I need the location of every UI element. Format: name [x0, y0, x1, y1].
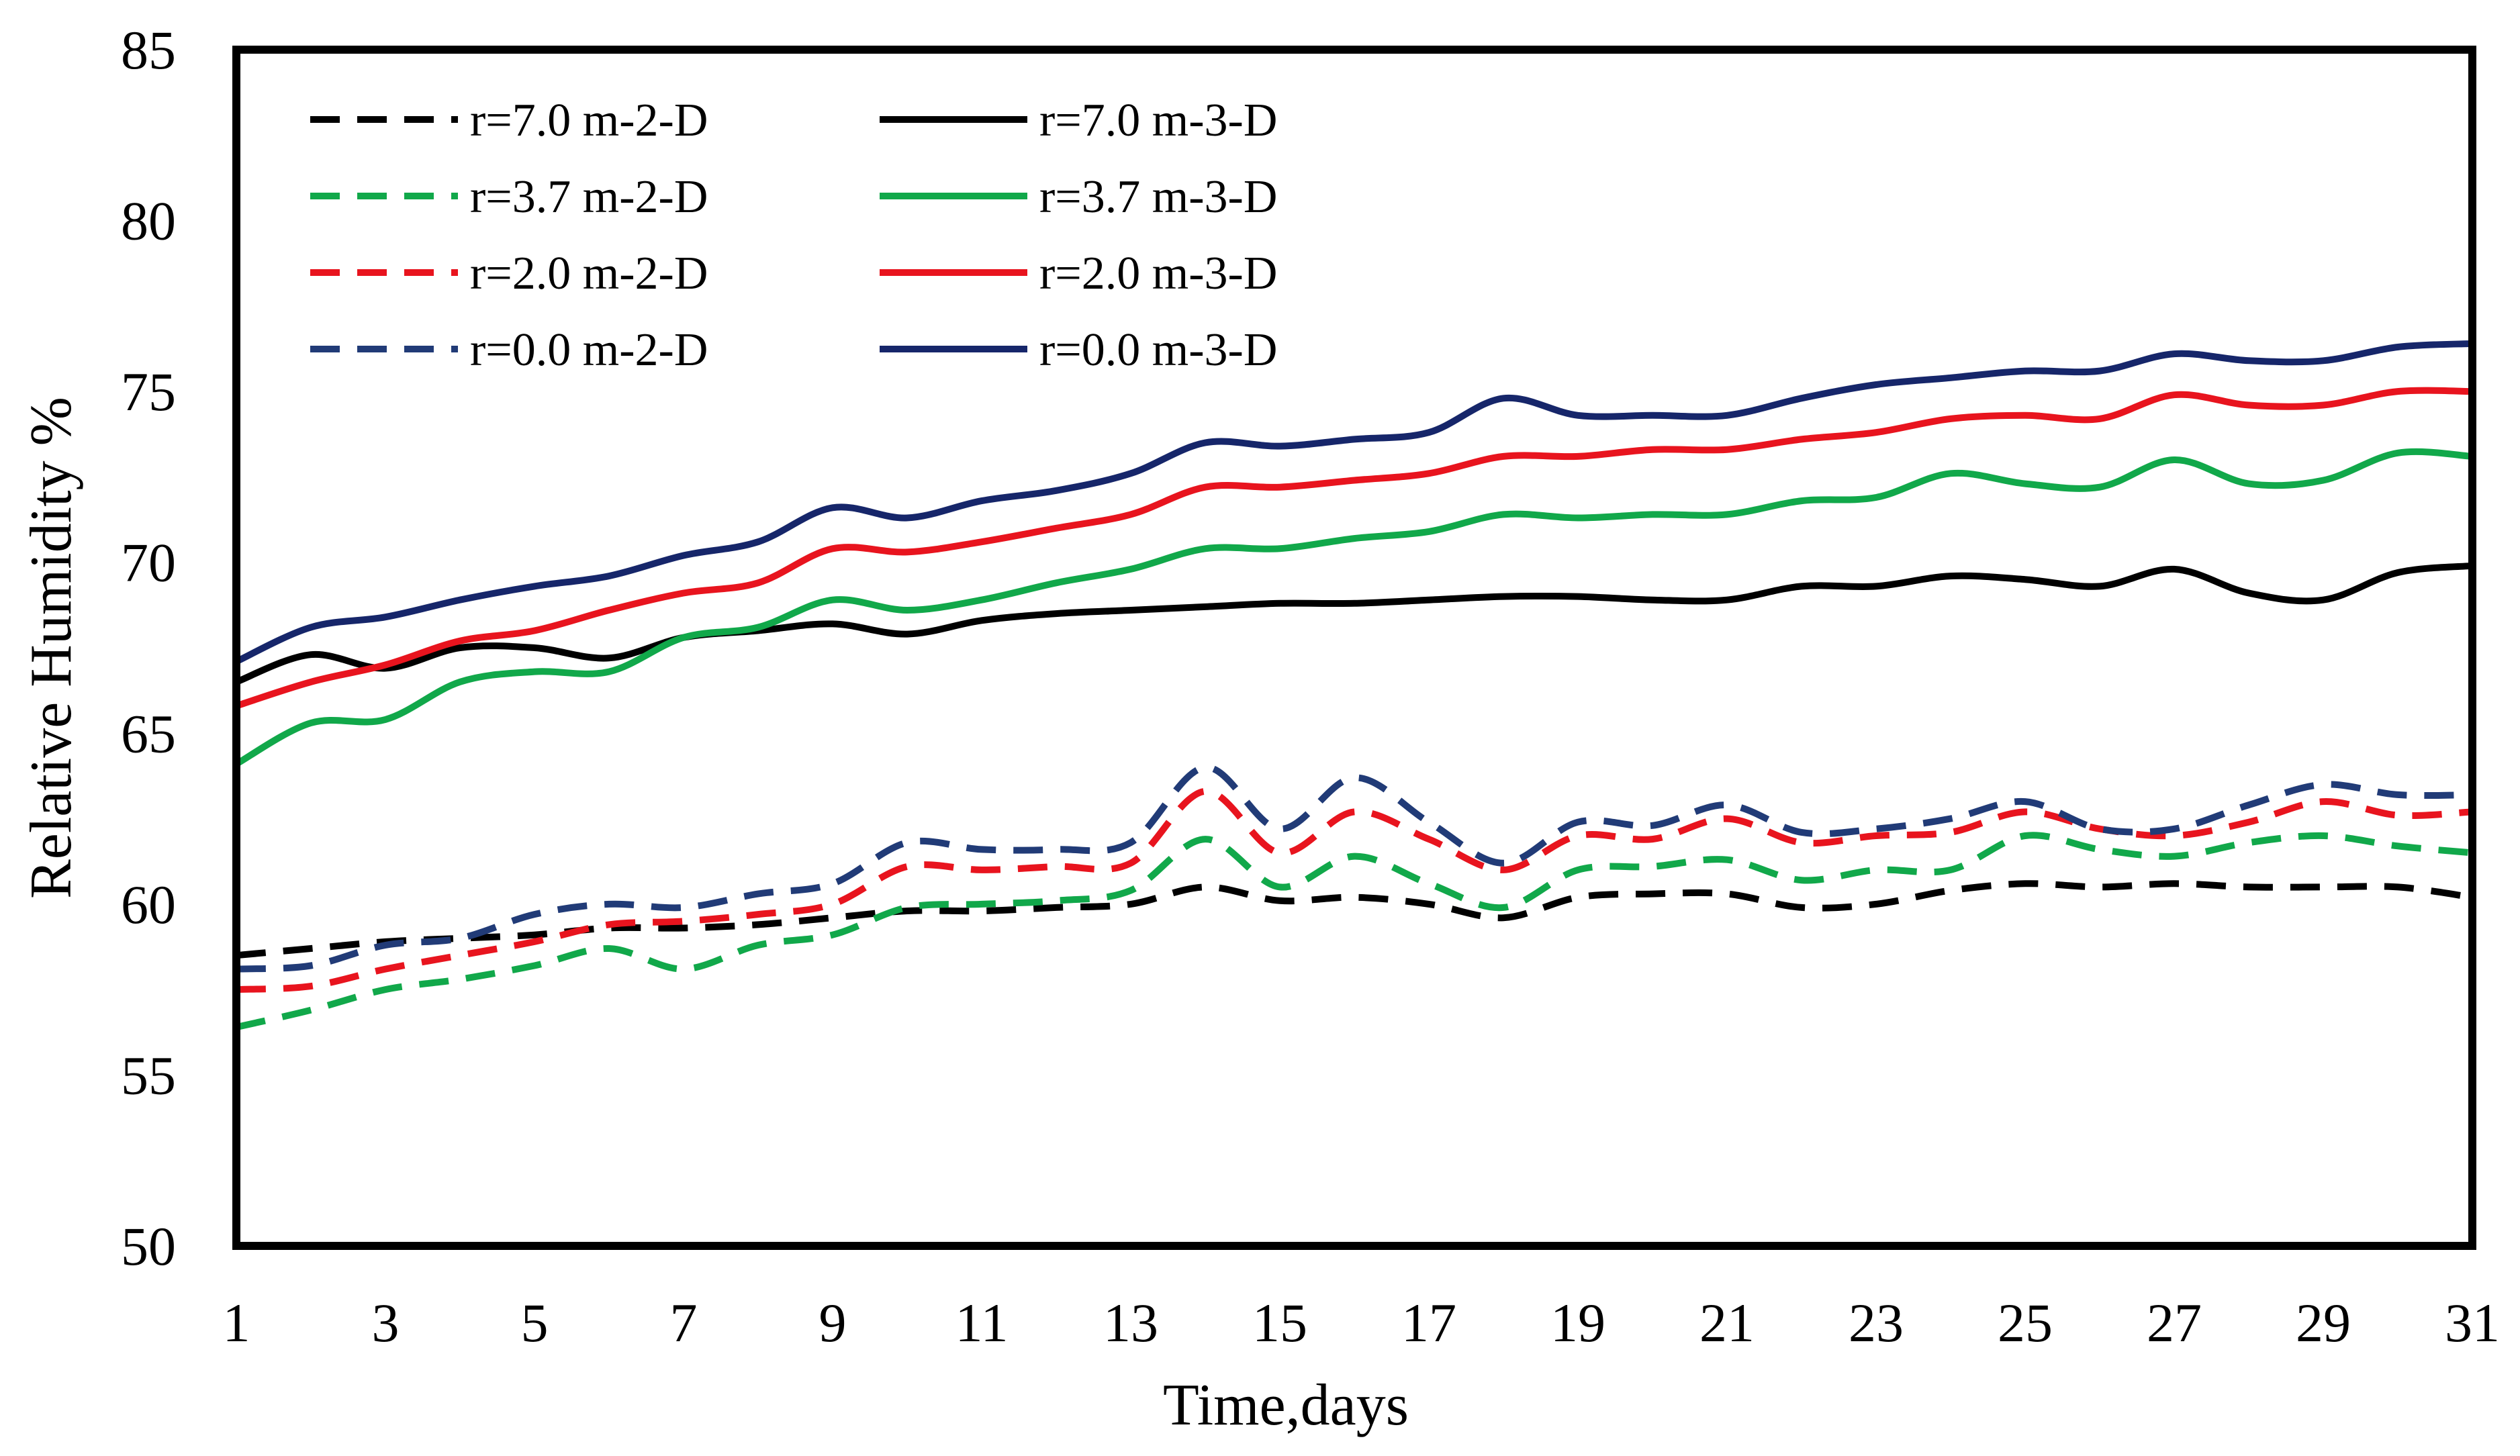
plot-frame: [232, 46, 2476, 1250]
series-line-r-0-0-m-3-d: [233, 340, 2476, 665]
x-tick-label: 1: [223, 1292, 250, 1353]
legend-label: r=0.0 m-3-D: [1039, 324, 1277, 376]
legend-item: r=3.7 m-3-D: [880, 171, 1277, 223]
x-tick-label: 21: [1699, 1292, 1755, 1353]
x-axis-ticks: 1 3 5 7 9 11 13 15 17 19 21 23 25 27 29 31: [223, 1292, 2501, 1353]
legend-label: r=2.0 m-3-D: [1039, 248, 1277, 299]
x-tick-label: 11: [955, 1292, 1009, 1353]
y-axis-ticks: 50 55 60 65 70 75 80 85: [121, 19, 176, 1277]
series-line-r-7-0-m-3-d: [233, 562, 2476, 685]
legend-item: r=0.0 m-3-D: [880, 324, 1277, 376]
legend-label: r=2.0 m-2-D: [470, 248, 708, 299]
y-tick-label: 85: [121, 19, 176, 81]
x-tick-label: 15: [1252, 1292, 1307, 1353]
series-line-r-3-7-m-2-d: [235, 832, 2473, 1030]
x-tick-label: 7: [670, 1292, 698, 1353]
x-tick-label: 3: [372, 1292, 400, 1353]
x-tick-label: 13: [1103, 1292, 1158, 1353]
x-tick-label: 23: [1849, 1292, 1904, 1353]
legend-item: r=2.0 m-3-D: [880, 248, 1277, 299]
y-tick-label: 60: [121, 874, 176, 935]
x-axis-title: Time,days: [1163, 1373, 1409, 1438]
legend-item: r=2.0 m-2-D: [310, 248, 708, 299]
x-tick-label: 29: [2296, 1292, 2351, 1353]
y-axis-title: Relative Humidity %: [19, 397, 84, 899]
legend-label: r=0.0 m-2-D: [470, 324, 708, 376]
legend: r=7.0 m-2-D r=3.7 m-2-D r=2.0 m-2-D r=0.0 m…: [310, 95, 1277, 376]
legend-item: r=0.0 m-2-D: [310, 324, 708, 376]
y-tick-label: 80: [121, 191, 176, 252]
y-tick-label: 55: [121, 1045, 176, 1106]
x-tick-label: 31: [2445, 1292, 2500, 1353]
x-tick-label: 25: [1998, 1292, 2053, 1353]
series-line-r-2-0-m-3-d: [233, 387, 2476, 710]
y-tick-label: 50: [121, 1216, 176, 1277]
x-tick-label: 17: [1401, 1292, 1456, 1353]
legend-label: r=7.0 m-3-D: [1039, 95, 1277, 146]
legend-label: r=3.7 m-3-D: [1039, 171, 1277, 223]
legend-item: r=7.0 m-2-D: [310, 95, 708, 146]
series-line-r-2-0-m-2-d: [236, 787, 2473, 993]
legend-label: r=7.0 m-2-D: [470, 95, 708, 146]
x-tick-label: 5: [521, 1292, 549, 1353]
x-tick-label: 9: [819, 1292, 847, 1353]
x-tick-label: 27: [2147, 1292, 2202, 1353]
y-tick-label: 65: [121, 703, 176, 764]
legend-label: r=3.7 m-2-D: [470, 171, 708, 223]
legend-item: r=7.0 m-3-D: [880, 95, 1277, 146]
legend-item: r=3.7 m-2-D: [310, 171, 708, 223]
x-tick-label: 19: [1550, 1292, 1605, 1353]
y-tick-label: 70: [121, 532, 176, 593]
plot-lines: [233, 340, 2476, 1030]
series-line-r-0-0-m-2-d: [236, 764, 2473, 973]
y-tick-label: 75: [121, 361, 176, 422]
series-line-r-3-7-m-3-d: [233, 448, 2476, 768]
